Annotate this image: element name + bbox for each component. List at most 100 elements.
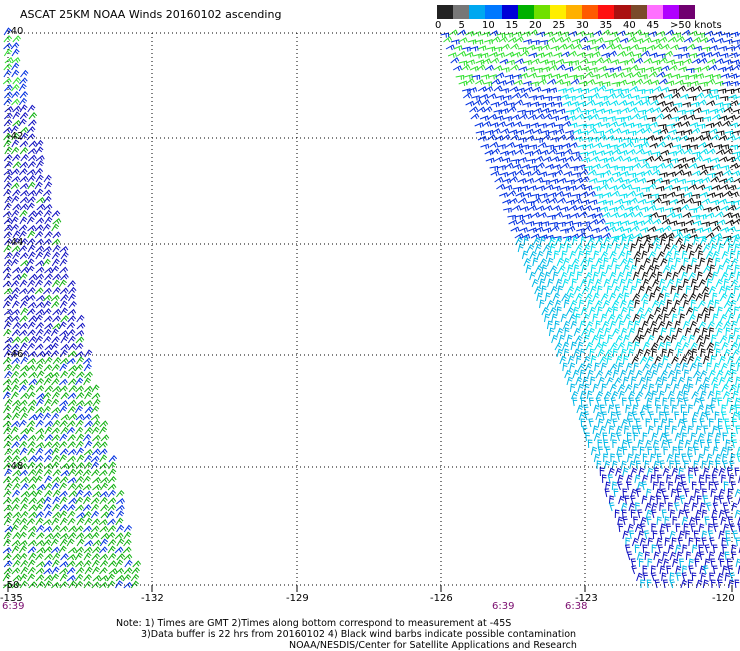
wind-barb xyxy=(35,364,42,371)
wind-barb xyxy=(638,159,646,164)
wind-barb xyxy=(533,150,541,155)
wind-barb xyxy=(28,470,36,476)
wind-barb xyxy=(11,169,19,175)
wind-barb xyxy=(715,258,720,266)
wind-barb xyxy=(672,208,680,213)
wind-barb xyxy=(37,435,45,441)
wind-barb xyxy=(108,519,116,525)
wind-barb xyxy=(717,371,724,378)
wind-barb xyxy=(616,205,624,210)
wind-barb xyxy=(475,80,483,85)
wind-barb xyxy=(60,562,68,567)
wind-barb xyxy=(612,279,618,287)
wind-barb xyxy=(727,496,732,504)
wind-barb xyxy=(77,539,84,546)
wind-barb xyxy=(590,46,598,51)
wind-barb xyxy=(36,261,44,266)
wind-barb xyxy=(51,539,58,546)
wind-barb xyxy=(68,526,76,532)
wind-barb xyxy=(613,67,621,72)
wind-barb xyxy=(20,323,28,329)
wind-barb xyxy=(702,308,709,315)
wind-barb xyxy=(704,266,711,273)
wind-barb xyxy=(714,363,720,371)
wind-barb xyxy=(656,114,664,119)
wind-barb xyxy=(12,49,19,56)
wind-barb xyxy=(657,363,663,371)
wind-barb xyxy=(20,217,27,224)
wind-barb xyxy=(475,123,483,128)
wind-barb xyxy=(577,31,585,36)
wind-barb xyxy=(706,101,714,106)
wind-barb xyxy=(91,526,99,532)
wind-barb xyxy=(544,53,552,58)
wind-barb xyxy=(511,135,519,140)
wind-barb xyxy=(108,554,116,560)
wind-barb xyxy=(705,545,710,553)
wind-barb xyxy=(729,580,734,588)
wind-barb xyxy=(716,461,720,469)
wind-barb xyxy=(12,210,20,217)
wind-barb xyxy=(21,155,29,161)
wind-barb xyxy=(696,517,700,525)
wind-barb xyxy=(732,152,740,157)
wind-barb xyxy=(730,82,738,87)
wind-barb xyxy=(52,252,60,259)
wind-barb xyxy=(12,449,20,455)
wind-barb xyxy=(21,484,29,490)
wind-barb xyxy=(68,407,76,413)
wind-barb xyxy=(590,157,598,162)
wind-barb xyxy=(634,342,639,350)
wind-barb xyxy=(559,244,565,252)
wind-barb xyxy=(521,51,529,56)
wind-barb xyxy=(37,371,44,378)
wind-barb xyxy=(20,574,27,581)
wind-barb xyxy=(60,288,68,294)
wind-barb xyxy=(52,387,60,393)
wind-barb xyxy=(648,96,656,101)
wind-barb xyxy=(52,211,60,217)
wind-barb xyxy=(648,184,656,189)
wind-barb xyxy=(592,207,600,212)
wind-barb xyxy=(610,503,615,511)
wind-barb xyxy=(580,192,588,197)
wind-barb xyxy=(466,32,474,37)
wind-barb xyxy=(688,96,696,101)
wind-barb xyxy=(83,435,91,441)
wind-barb xyxy=(573,129,581,134)
wind-barb xyxy=(45,534,53,539)
wind-barb xyxy=(109,462,116,469)
wind-barb xyxy=(28,527,36,533)
wind-barb xyxy=(502,179,510,184)
wind-barb xyxy=(711,177,719,182)
wind-barb xyxy=(734,286,739,294)
wind-barb xyxy=(91,462,98,469)
wind-barb xyxy=(76,421,84,428)
wind-barb xyxy=(698,100,706,105)
wind-barb xyxy=(656,208,664,213)
wind-barb xyxy=(707,363,712,371)
wind-barb xyxy=(634,384,639,392)
wind-barb xyxy=(51,351,59,357)
wind-barb xyxy=(570,102,578,107)
wind-barb xyxy=(61,428,69,435)
wind-barb xyxy=(652,170,660,175)
wind-barb xyxy=(639,116,647,121)
wind-barb xyxy=(107,574,114,581)
wind-barb xyxy=(627,191,635,196)
wind-barb xyxy=(60,331,68,336)
wind-barb xyxy=(91,456,99,462)
wind-barb xyxy=(720,294,727,301)
time-label-right: 6:38 xyxy=(565,601,587,612)
wind-barb xyxy=(27,385,34,392)
wind-barb xyxy=(628,173,636,178)
wind-barb xyxy=(678,349,683,357)
wind-barb xyxy=(52,567,59,574)
wind-barb xyxy=(701,199,709,204)
wind-barb xyxy=(35,182,42,189)
wind-barb xyxy=(578,384,584,392)
wind-barb xyxy=(45,427,52,434)
wind-barb xyxy=(690,322,696,330)
wind-barb xyxy=(689,405,693,413)
wind-barb xyxy=(701,131,709,136)
